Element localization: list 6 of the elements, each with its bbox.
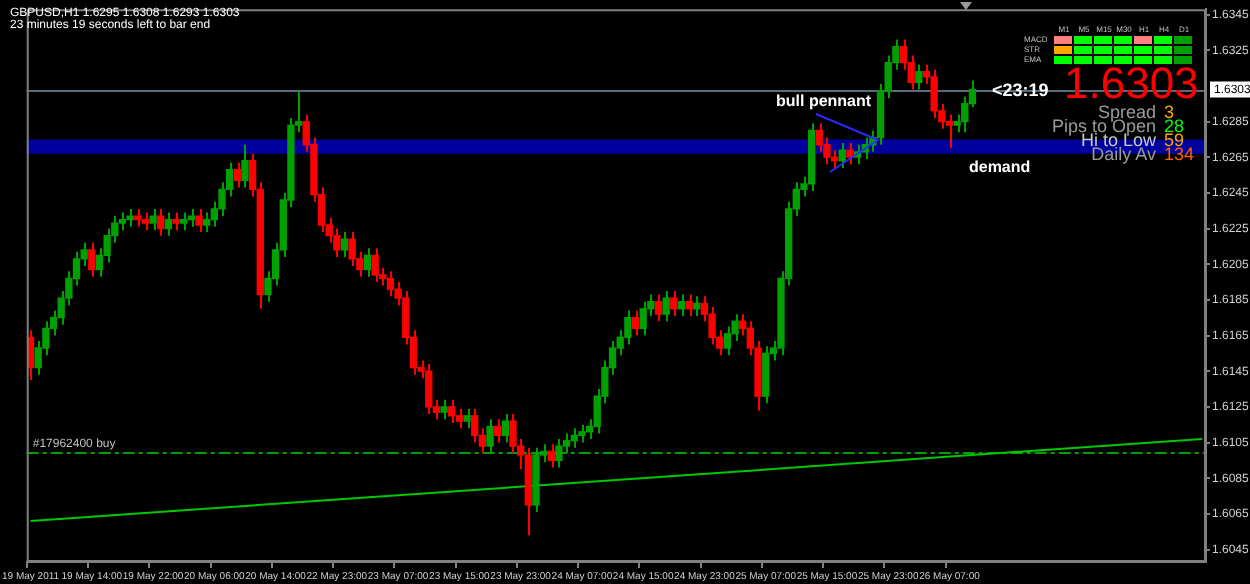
annotation: 3	[1164, 102, 1175, 122]
annotation: 28	[1164, 116, 1185, 136]
annotation: 1.6303	[1064, 58, 1199, 108]
annotation: bull pennant	[776, 92, 872, 110]
band-label: demand	[968, 158, 1031, 177]
annotation: <23:19	[992, 80, 1049, 100]
